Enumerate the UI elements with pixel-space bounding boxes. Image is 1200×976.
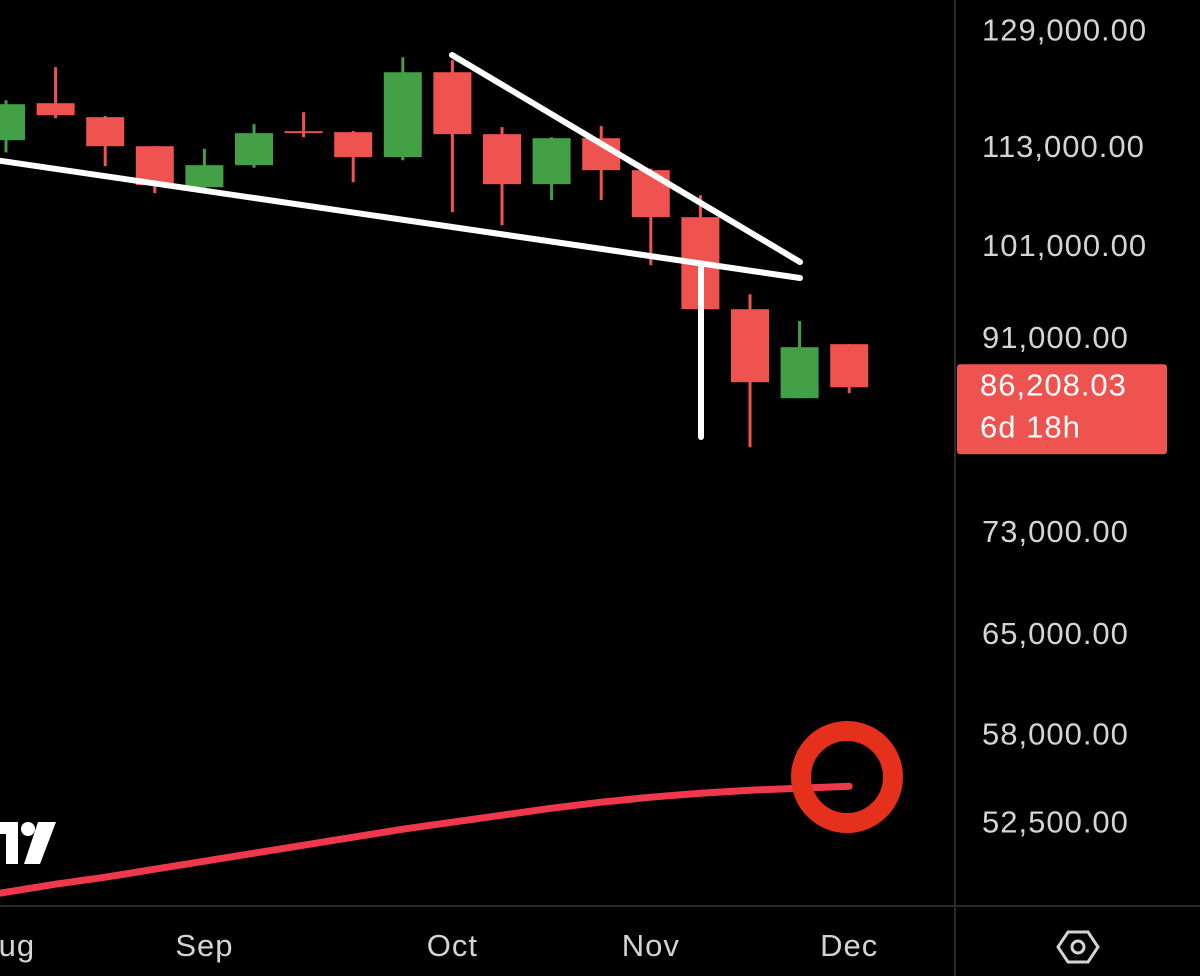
x-tick-label: Dec [820, 928, 878, 963]
x-tick-label: Aug [0, 928, 35, 963]
y-tick-label: 58,000.00 [982, 717, 1129, 752]
candle-body [284, 131, 323, 134]
candle-body [334, 132, 373, 158]
candle [0, 100, 25, 153]
candle [334, 131, 373, 183]
logo [0, 822, 56, 864]
candle-body [36, 103, 75, 116]
candle-body [86, 117, 125, 147]
logo-part [21, 822, 35, 836]
plot-area [0, 57, 869, 897]
candle [433, 60, 472, 213]
y-tick-label: 52,500.00 [982, 804, 1129, 839]
x-tick-label: Sep [175, 928, 233, 963]
y-tick-label: 113,000.00 [982, 129, 1145, 164]
candle-body [235, 133, 273, 166]
candle-body [483, 134, 521, 185]
candle [86, 115, 125, 167]
y-axis: 129,000.00 113,000.00 101,000.00 91,000.00 7… [957, 12, 1167, 839]
x-tick-label: Oct [427, 928, 478, 963]
settings-icon[interactable] [1070, 939, 1086, 955]
last-price-box [957, 364, 1167, 455]
trendline [449, 52, 803, 265]
candle [780, 321, 819, 399]
moving-average-lead [0, 888, 7, 897]
candle-body [532, 138, 571, 185]
candle [383, 57, 422, 161]
candle-body [0, 104, 25, 141]
candle [185, 148, 224, 191]
x-tick-label: Nov [622, 928, 680, 963]
candle [731, 294, 769, 448]
settings-icon[interactable] [1056, 930, 1100, 964]
candle-body [780, 347, 819, 399]
candle [284, 112, 323, 138]
moving-average-line [2, 782, 853, 896]
logo-part [24, 822, 56, 864]
candle [235, 124, 273, 168]
candle-body [185, 165, 224, 188]
y-tick-label: 73,000.00 [982, 514, 1129, 549]
last-price-label: 86,208.03 6d 18h [957, 364, 1167, 455]
x-axis: Aug Sep Oct Nov Dec [0, 928, 878, 963]
trendline [0, 157, 803, 281]
last-price-text: 86,208.03 [980, 367, 1127, 402]
y-tick-label: 91,000.00 [982, 320, 1129, 355]
candle-body [433, 72, 472, 135]
candle-body [830, 344, 869, 388]
candle-body [731, 309, 769, 383]
candle-body [631, 170, 670, 218]
candle-body [383, 72, 422, 158]
countdown-text: 6d 18h [980, 409, 1081, 444]
trendlines [0, 52, 803, 440]
y-tick-label: 101,000.00 [982, 228, 1147, 263]
circle-annotation [791, 721, 903, 833]
settings-button[interactable] [1056, 930, 1100, 964]
candle [830, 344, 869, 394]
y-tick-label: 65,000.00 [982, 616, 1129, 651]
candle [483, 127, 521, 226]
y-tick-label: 129,000.00 [982, 12, 1147, 47]
candle [36, 67, 75, 119]
candle [532, 137, 571, 201]
logo-part [6, 822, 18, 864]
